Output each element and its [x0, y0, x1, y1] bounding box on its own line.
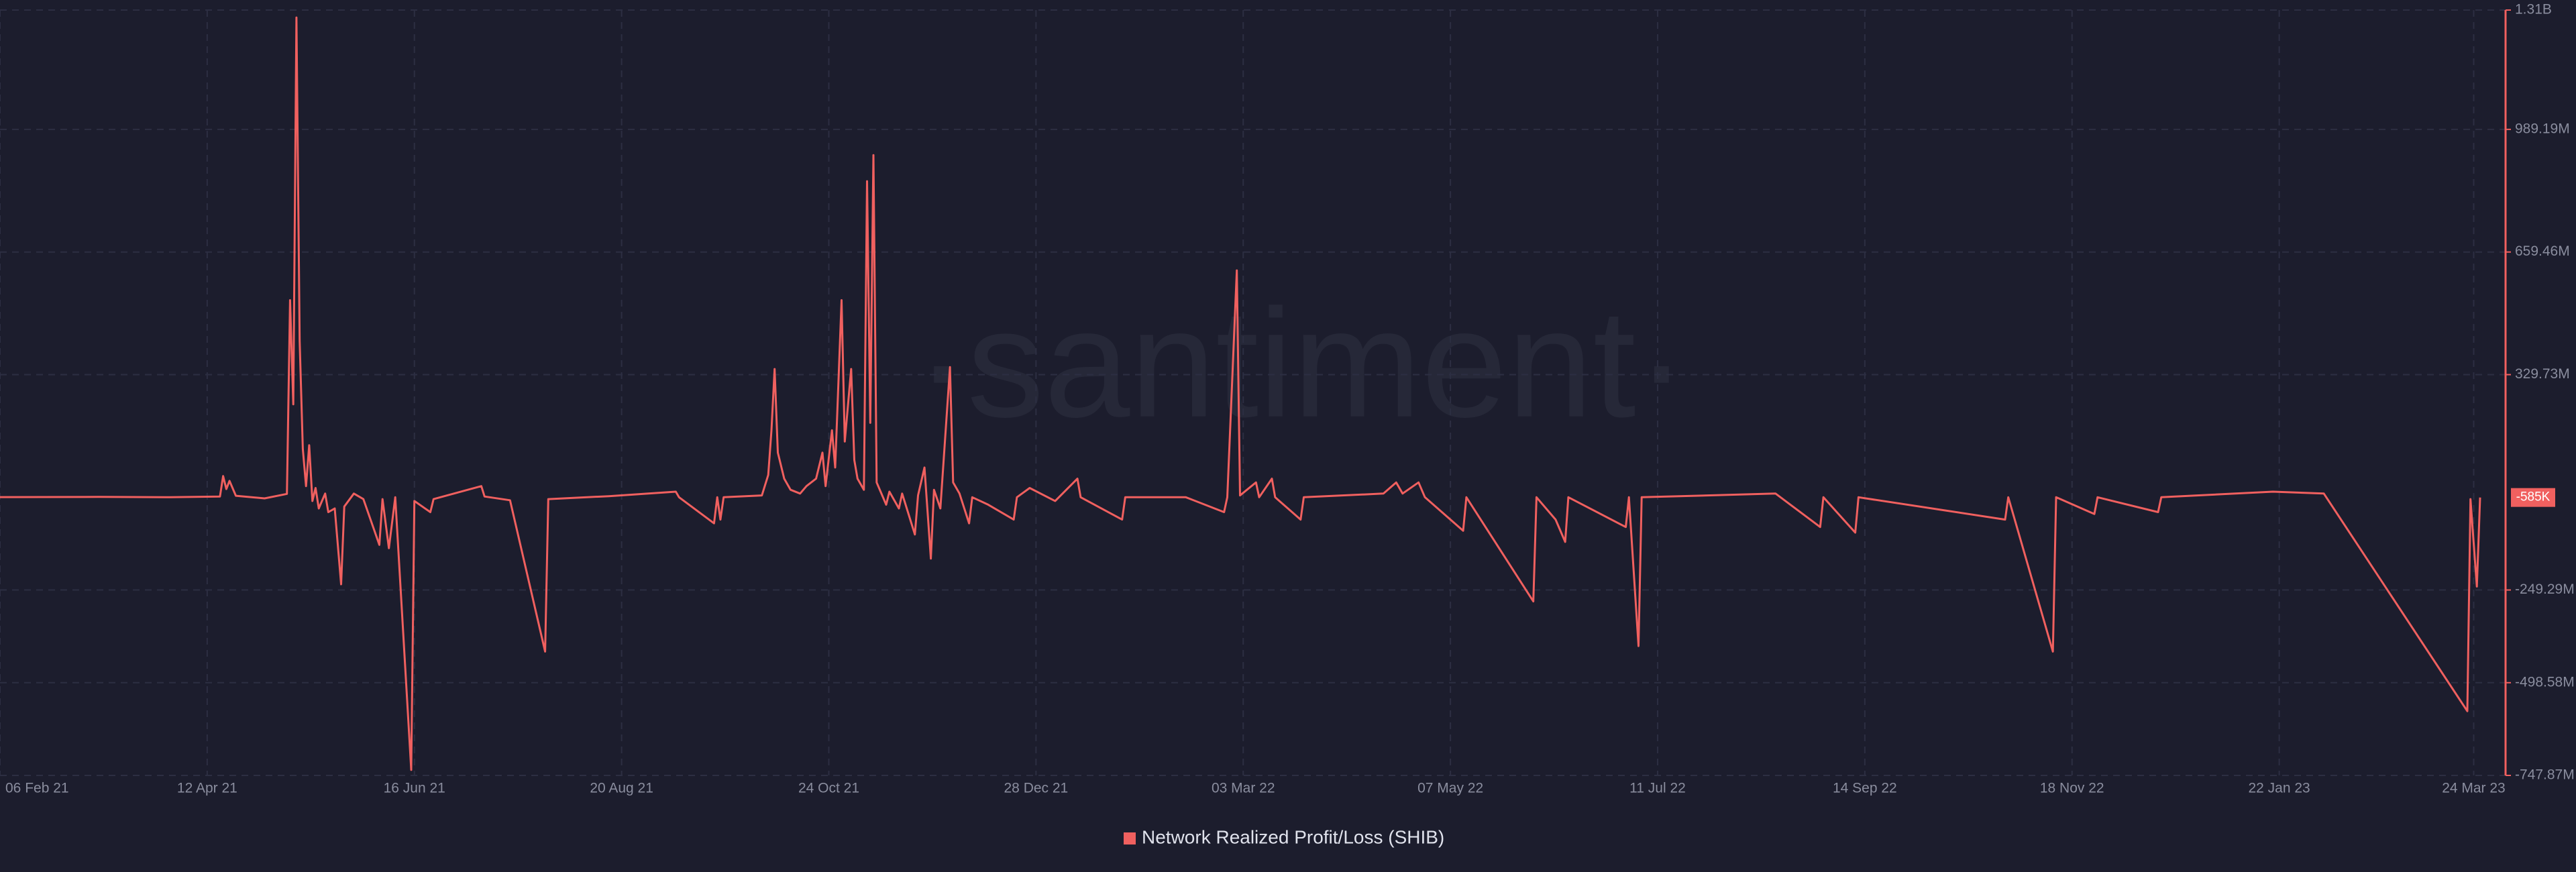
y-tick-label: -747.87M: [2515, 767, 2575, 783]
y-tick-label: -498.58M: [2515, 674, 2575, 690]
x-tick-label: 24 Mar 23: [2442, 781, 2506, 796]
x-tick-label: 20 Aug 21: [590, 781, 653, 796]
y-tick-label: -249.29M: [2515, 582, 2575, 597]
y-tick-label: 659.46M: [2515, 243, 2570, 259]
y-tick-label: 989.19M: [2515, 121, 2570, 136]
last-value-box: [2511, 488, 2555, 507]
x-tick-label: 18 Nov 22: [2040, 781, 2104, 796]
last-value-label: -585K: [2516, 490, 2551, 504]
x-tick-label: 07 May 22: [1417, 781, 1483, 796]
x-tick-label: 14 Sep 22: [1833, 781, 1897, 796]
x-tick-label: 28 Dec 21: [1004, 781, 1069, 796]
x-tick-label: 16 Jun 21: [384, 781, 445, 796]
x-tick-label: 24 Oct 21: [798, 781, 859, 796]
line-series: [0, 16, 2481, 771]
x-tick-label: 12 Apr 21: [177, 781, 237, 796]
x-tick-label: 03 Mar 22: [1212, 781, 1275, 796]
watermark: ·santiment·: [916, 277, 1687, 449]
x-tick-label: 22 Jan 23: [2248, 781, 2310, 796]
y-tick-label: 1.31B: [2515, 2, 2552, 17]
legend-swatch: [1124, 832, 1136, 844]
x-tick-label: 11 Jul 22: [1629, 781, 1686, 796]
x-tick-label: 06 Feb 21: [5, 781, 69, 796]
legend-label: Network Realized Profit/Loss (SHIB): [1142, 826, 1444, 847]
y-tick-label: 329.73M: [2515, 366, 2570, 382]
